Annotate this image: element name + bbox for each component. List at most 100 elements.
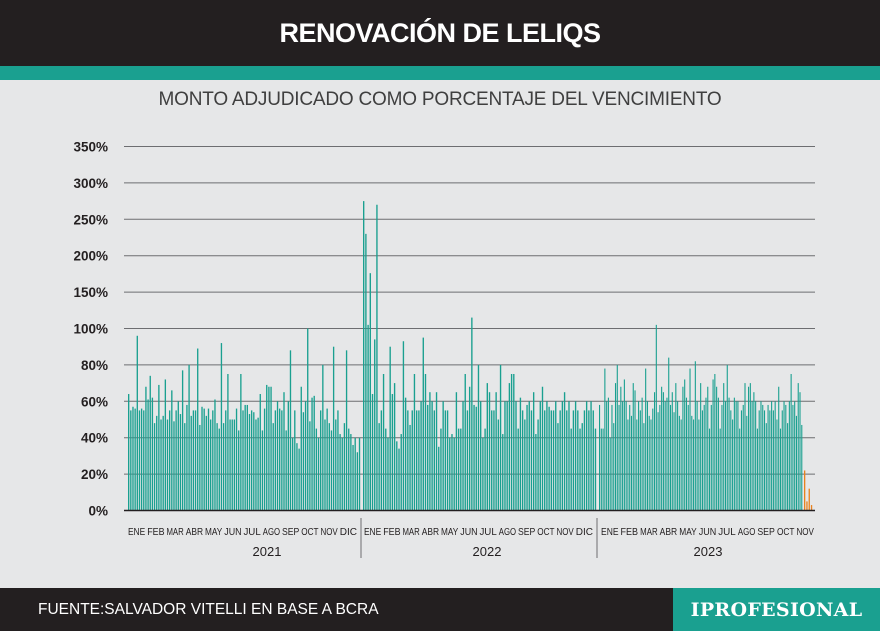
bar xyxy=(442,401,444,511)
bar xyxy=(404,397,407,511)
month-label: SEP xyxy=(757,526,775,538)
bar xyxy=(710,404,712,511)
bar xyxy=(756,428,758,511)
bar xyxy=(298,448,300,511)
bar xyxy=(216,423,218,511)
bar xyxy=(661,386,663,511)
bar xyxy=(787,423,789,511)
bar xyxy=(250,410,253,511)
bar xyxy=(638,401,640,511)
bar xyxy=(611,404,613,511)
bar xyxy=(604,368,606,511)
bar xyxy=(188,364,190,511)
y-tick-label: 350% xyxy=(73,140,108,155)
bar xyxy=(300,386,302,511)
bar xyxy=(279,408,281,511)
bar xyxy=(767,404,769,511)
bar xyxy=(287,401,289,511)
month-label: JUL xyxy=(718,526,736,538)
bar xyxy=(778,386,780,511)
bar xyxy=(744,383,746,511)
bar xyxy=(563,392,566,511)
header-title: RENOVACIÓN DE LELIQS xyxy=(279,17,601,48)
bar xyxy=(283,392,285,511)
bar xyxy=(701,410,703,511)
bar xyxy=(332,346,335,511)
bar xyxy=(222,423,225,511)
bar xyxy=(464,374,466,511)
bar xyxy=(444,410,447,511)
bar xyxy=(248,414,251,511)
bar xyxy=(657,412,659,511)
bar xyxy=(477,364,480,511)
bar xyxy=(446,410,449,511)
bar xyxy=(689,368,691,511)
bar xyxy=(246,404,248,511)
bar xyxy=(515,401,517,511)
bar xyxy=(774,401,776,511)
bar-recent xyxy=(806,501,808,511)
bar xyxy=(694,361,696,511)
month-label: ABR xyxy=(660,526,678,538)
bar xyxy=(739,428,741,511)
bar xyxy=(391,394,394,511)
bar xyxy=(164,379,167,511)
bar xyxy=(733,397,735,511)
bar xyxy=(497,419,500,511)
bar xyxy=(675,383,677,511)
bar xyxy=(719,428,721,511)
bar xyxy=(294,410,296,511)
bar xyxy=(742,404,744,511)
bar xyxy=(634,390,636,511)
bar xyxy=(156,415,158,511)
bar xyxy=(130,410,132,511)
bar xyxy=(427,404,429,511)
bar xyxy=(504,401,506,511)
y-tick-label: 80% xyxy=(81,358,108,373)
bar xyxy=(700,383,702,511)
month-label: MAY xyxy=(679,526,697,538)
bar xyxy=(794,401,796,511)
bar xyxy=(524,419,526,511)
bar xyxy=(648,415,650,511)
month-label: MAR xyxy=(166,526,184,538)
bar xyxy=(171,390,173,511)
bar xyxy=(272,423,274,511)
bar xyxy=(194,410,197,511)
bar xyxy=(335,419,337,511)
bar xyxy=(225,410,227,511)
bar xyxy=(600,428,602,511)
bar xyxy=(473,404,475,511)
bar xyxy=(488,392,491,511)
bar xyxy=(431,401,433,511)
bar xyxy=(455,392,458,511)
month-label: JUL xyxy=(479,526,496,538)
bar xyxy=(435,392,438,511)
bar xyxy=(177,401,179,511)
bar xyxy=(588,410,590,511)
bar xyxy=(668,357,670,511)
bar xyxy=(769,410,771,511)
bar xyxy=(153,423,156,511)
bar xyxy=(561,401,564,511)
bar xyxy=(136,335,138,511)
bar xyxy=(577,410,579,511)
bar xyxy=(244,404,246,511)
bar xyxy=(737,401,739,511)
month-label: ENE xyxy=(128,526,145,538)
bar xyxy=(609,437,611,511)
bar xyxy=(703,404,705,511)
y-tick-label: 20% xyxy=(81,467,108,482)
bar xyxy=(145,386,147,511)
bar xyxy=(550,410,553,511)
bar xyxy=(502,434,504,511)
bar xyxy=(382,374,385,511)
bar xyxy=(281,410,283,511)
month-label: NOV xyxy=(796,526,814,538)
month-label: NOV xyxy=(320,526,337,538)
bar xyxy=(160,419,162,511)
bar xyxy=(440,428,442,511)
bar xyxy=(735,401,737,511)
month-label: AGO xyxy=(263,526,280,538)
source-note: FUENTE:SALVADOR VITELLI EN BASE A BCRA xyxy=(38,601,379,618)
